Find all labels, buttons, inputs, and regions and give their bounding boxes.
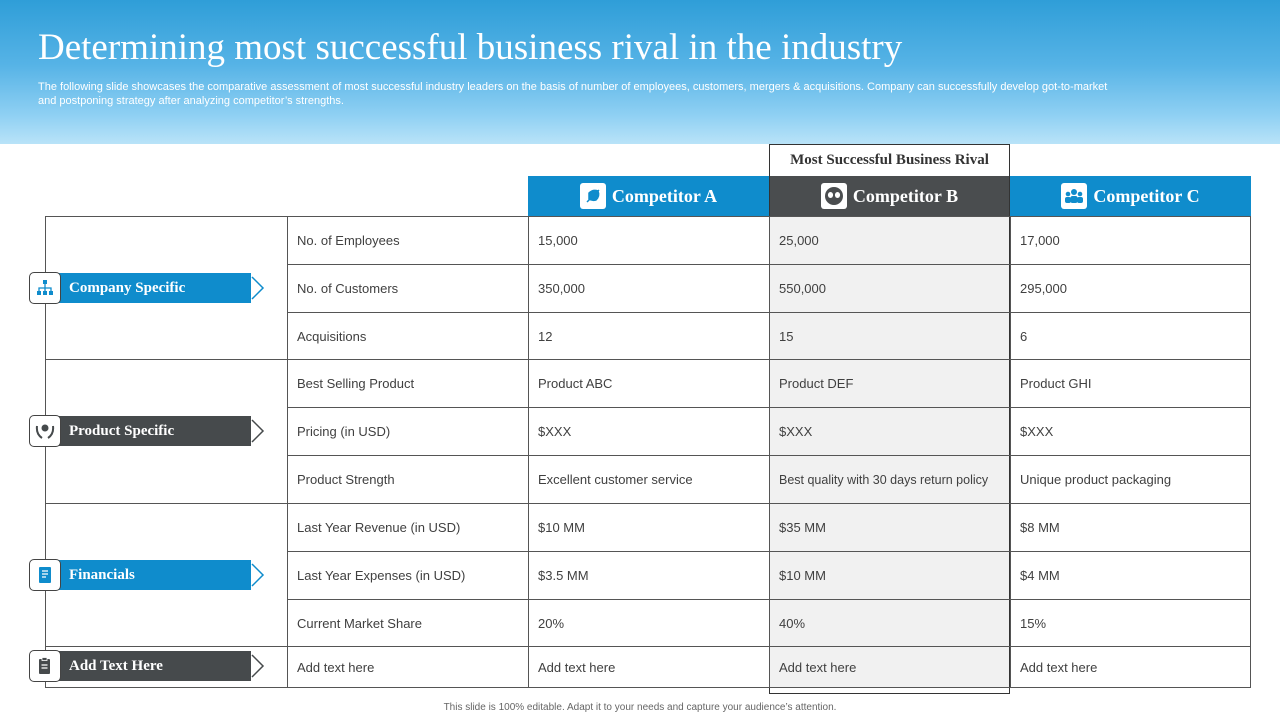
cell-competitor-c: Add text here bbox=[1010, 647, 1251, 687]
cell-competitor-c: 15% bbox=[1010, 600, 1251, 646]
table-row: Best Selling Product Product ABC Product… bbox=[287, 360, 1251, 408]
competitor-b-highlight bbox=[769, 216, 1010, 688]
row-label: Current Market Share bbox=[287, 600, 528, 646]
row-label: Acquisitions bbox=[287, 313, 528, 359]
rival-label: Most Successful Business Rival bbox=[790, 151, 989, 168]
page-subtitle: The following slide showcases the compar… bbox=[38, 81, 1108, 107]
table-top-border bbox=[45, 216, 1251, 217]
row-label: Pricing (in USD) bbox=[287, 408, 528, 455]
chevron-right-icon bbox=[251, 563, 265, 587]
cell-competitor-b: Best quality with 30 days return policy bbox=[769, 456, 1010, 503]
cell-competitor-b: $10 MM bbox=[769, 552, 1010, 599]
cell-competitor-b: 15 bbox=[769, 313, 1010, 359]
cell-competitor-a: $XXX bbox=[528, 408, 769, 455]
row-label: Add text here bbox=[287, 647, 528, 687]
cell-competitor-a: Excellent customer service bbox=[528, 456, 769, 503]
cell-competitor-c: 17,000 bbox=[1010, 217, 1251, 264]
cell-competitor-a: Add text here bbox=[528, 647, 769, 687]
cell-competitor-b: $35 MM bbox=[769, 504, 1010, 551]
cell-competitor-a: $10 MM bbox=[528, 504, 769, 551]
table-row: No. of Customers 350,000 550,000 295,000 bbox=[287, 265, 1251, 313]
table-row: Last Year Expenses (in USD) $3.5 MM $10 … bbox=[287, 552, 1251, 600]
leaf-icon bbox=[579, 183, 606, 209]
table-row: Last Year Revenue (in USD) $10 MM $35 MM… bbox=[287, 504, 1251, 552]
clipboard-icon bbox=[29, 650, 61, 682]
cell-competitor-a: 12 bbox=[528, 313, 769, 359]
footer-note: This slide is 100% editable. Adapt it to… bbox=[443, 702, 837, 713]
chevron-right-icon bbox=[251, 654, 265, 678]
cell-competitor-b: 25,000 bbox=[769, 217, 1010, 264]
mask-icon bbox=[820, 183, 847, 209]
row-label: No. of Employees bbox=[287, 217, 528, 264]
cell-competitor-c: Product GHI bbox=[1010, 360, 1251, 407]
category-label: Product Specific bbox=[59, 416, 251, 446]
cell-competitor-b: Product DEF bbox=[769, 360, 1010, 407]
cell-competitor-a: 20% bbox=[528, 600, 769, 646]
competitor-a-header: Competitor A bbox=[528, 176, 769, 216]
competitor-c-label: Competitor C bbox=[1093, 185, 1200, 206]
org-chart-icon bbox=[29, 272, 61, 304]
cell-competitor-b: 550,000 bbox=[769, 265, 1010, 312]
row-label: Product Strength bbox=[287, 456, 528, 503]
cell-competitor-b: Add text here bbox=[769, 647, 1010, 687]
row-label: No. of Customers bbox=[287, 265, 528, 312]
table-row: Acquisitions 12 15 6 bbox=[287, 313, 1251, 360]
competitor-c-header: Competitor C bbox=[1010, 176, 1251, 216]
product-hands-icon bbox=[29, 415, 61, 447]
row-label: Last Year Expenses (in USD) bbox=[287, 552, 528, 599]
row-label: Last Year Revenue (in USD) bbox=[287, 504, 528, 551]
competitor-b-label: Competitor B bbox=[852, 185, 959, 206]
cell-competitor-a: 350,000 bbox=[528, 265, 769, 312]
financial-doc-icon bbox=[29, 559, 61, 591]
category-label: Add Text Here bbox=[59, 651, 251, 681]
cell-competitor-c: $4 MM bbox=[1010, 552, 1251, 599]
header-banner: Determining most successful business riv… bbox=[0, 0, 1280, 144]
cell-competitor-a: Product ABC bbox=[528, 360, 769, 407]
cell-competitor-c: $XXX bbox=[1010, 408, 1251, 455]
table-row: Product Strength Excellent customer serv… bbox=[287, 456, 1251, 504]
competitor-a-label: Competitor A bbox=[611, 185, 718, 206]
row-label: Best Selling Product bbox=[287, 360, 528, 407]
chevron-right-icon bbox=[251, 276, 265, 300]
page-title: Determining most successful business riv… bbox=[38, 27, 903, 68]
table-row: No. of Employees 15,000 25,000 17,000 bbox=[287, 217, 1251, 265]
table-row: Add text here Add text here Add text her… bbox=[287, 647, 1251, 688]
cell-competitor-c: Unique product packaging bbox=[1010, 456, 1251, 503]
cell-competitor-c: 295,000 bbox=[1010, 265, 1251, 312]
table-row: Pricing (in USD) $XXX $XXX $XXX bbox=[287, 408, 1251, 456]
cell-competitor-a: $3.5 MM bbox=[528, 552, 769, 599]
category-label: Financials bbox=[59, 560, 251, 590]
cell-competitor-b: $XXX bbox=[769, 408, 1010, 455]
team-icon bbox=[1061, 183, 1088, 209]
cell-competitor-a: 15,000 bbox=[528, 217, 769, 264]
competitor-b-header: Competitor B bbox=[769, 176, 1010, 216]
table-row: Current Market Share 20% 40% 15% bbox=[287, 600, 1251, 647]
category-label: Company Specific bbox=[59, 273, 251, 303]
chevron-right-icon bbox=[251, 419, 265, 443]
cell-competitor-b: 40% bbox=[769, 600, 1010, 646]
cell-competitor-c: $8 MM bbox=[1010, 504, 1251, 551]
cell-competitor-c: 6 bbox=[1010, 313, 1251, 359]
